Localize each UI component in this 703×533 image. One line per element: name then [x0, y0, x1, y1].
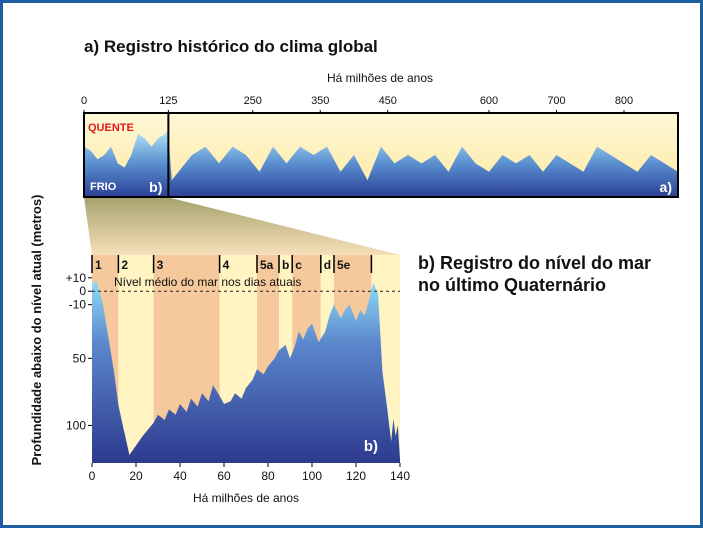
panel-a-title: a) Registro histórico do clima global [84, 37, 378, 56]
stage-band [118, 255, 154, 463]
x-tick-label: 450 [379, 95, 397, 107]
sea-level-area [92, 280, 400, 463]
stage-label: 5a [260, 258, 274, 272]
cold-label: FRIO [90, 181, 117, 193]
x-tick-label: 140 [390, 469, 410, 483]
x-tick-label: 80 [261, 469, 275, 483]
x-tick-label: 40 [173, 469, 187, 483]
x-axis-label: Há milhões de anos [193, 491, 299, 505]
stage-label: 4 [223, 258, 230, 272]
x-tick-label: 20 [129, 469, 143, 483]
y-tick-label: +10 [66, 271, 87, 285]
stage-label: c [295, 258, 302, 272]
x-axis-label: Há milhões de anos [327, 71, 433, 85]
x-tick-label: 0 [81, 95, 87, 107]
panel-b-title: b) Registro do nível do mar [418, 253, 651, 273]
x-tick-label: 250 [244, 95, 262, 107]
stage-label: 2 [121, 258, 128, 272]
y-tick-label: 0 [79, 284, 86, 298]
x-tick-label: 60 [217, 469, 231, 483]
x-tick-label: 600 [480, 95, 498, 107]
x-tick-label: 0 [89, 469, 96, 483]
zoom-connector [84, 197, 400, 255]
x-tick-label: 100 [302, 469, 322, 483]
panel-label: b) [149, 179, 162, 195]
climate-area [84, 129, 678, 197]
stage-label: 3 [157, 258, 164, 272]
stage-label: 5e [337, 258, 351, 272]
panel-label: b) [364, 438, 378, 455]
x-tick-label: 800 [615, 95, 633, 107]
y-axis-label: Profundidade abaixo do nível atual (metr… [29, 195, 44, 466]
stage-label: 1 [95, 258, 102, 272]
y-tick-label: 100 [66, 418, 86, 432]
reference-label: Nível médio do mar nos dias atuais [114, 275, 301, 289]
y-tick-label: -10 [69, 298, 87, 312]
x-tick-label: 700 [547, 95, 565, 107]
plot-frame [83, 112, 679, 198]
stage-label: d [324, 258, 331, 272]
panel-b-title: no último Quaternário [418, 275, 606, 295]
stage-label: b [282, 258, 289, 272]
panel-label: a) [660, 179, 672, 195]
x-tick-label: 350 [311, 95, 329, 107]
hot-label: QUENTE [88, 122, 134, 134]
y-tick-label: 50 [73, 351, 87, 365]
x-tick-label: 120 [346, 469, 366, 483]
x-tick-label: 125 [159, 95, 177, 107]
